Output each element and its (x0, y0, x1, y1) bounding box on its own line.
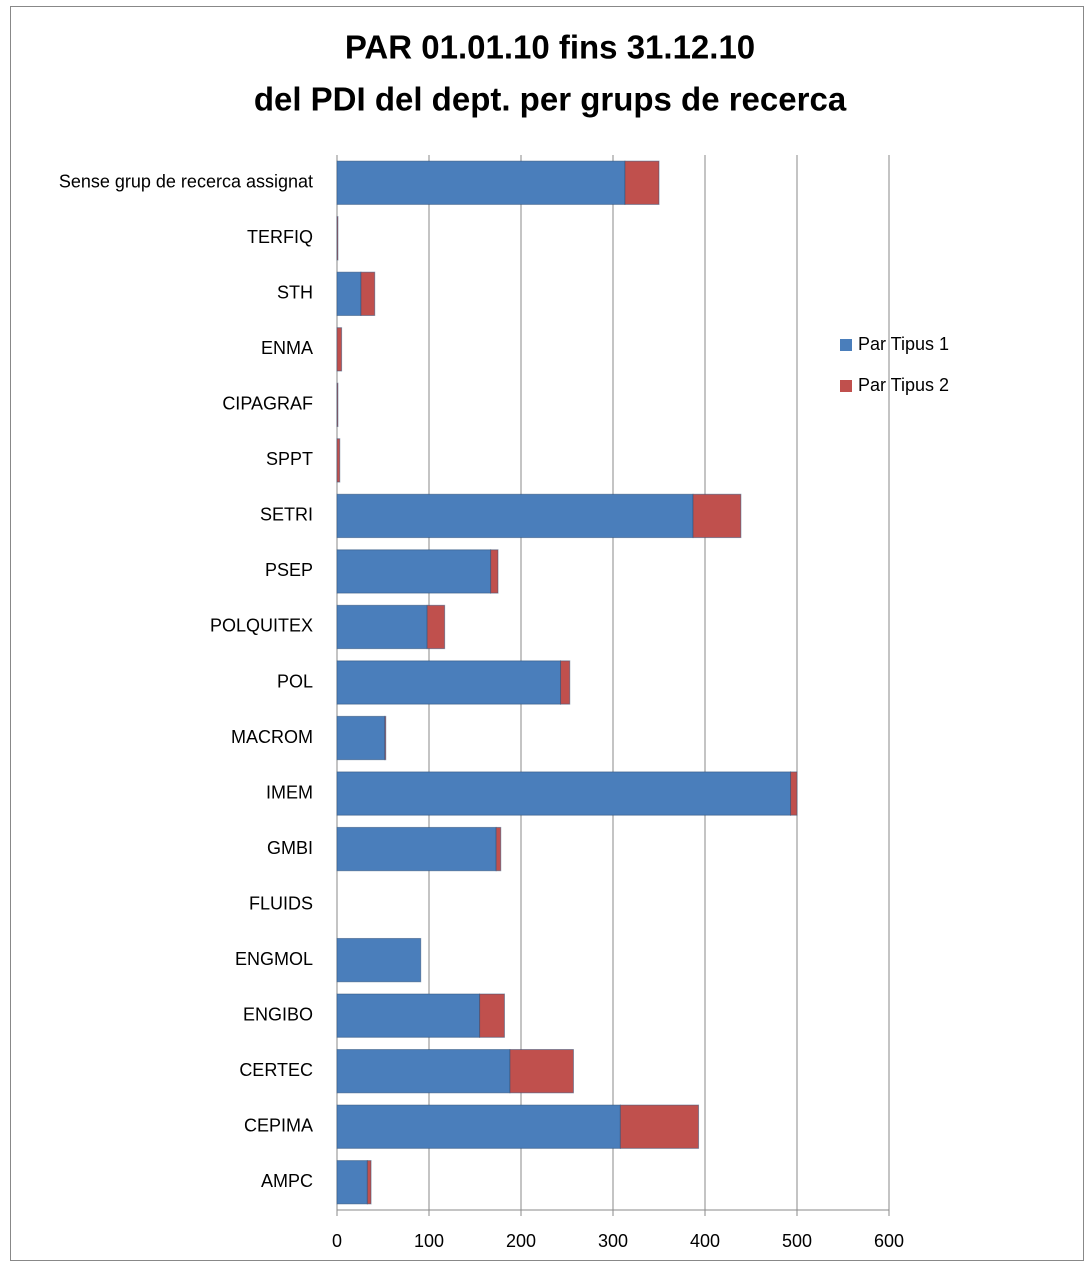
y-tick-label: AMPC (261, 1171, 313, 1191)
y-tick-label: CERTEC (239, 1060, 313, 1080)
y-tick-label: CIPAGRAF (222, 394, 313, 414)
y-tick-label: ENMA (261, 338, 313, 358)
y-tick-label: GMBI (267, 838, 313, 858)
bar (336, 771, 792, 816)
y-tick-label: PSEP (265, 560, 313, 580)
bar (336, 1160, 368, 1205)
y-tick-label: FLUIDS (249, 893, 313, 913)
legend-label: Par Tipus 1 (858, 334, 949, 354)
x-tick-label: 200 (506, 1231, 536, 1251)
y-tick-label: TERFIQ (247, 227, 313, 247)
legend-label: Par Tipus 2 (858, 375, 949, 395)
bar (509, 1049, 574, 1094)
x-tick-label: 0 (332, 1231, 342, 1251)
x-tick-label: 500 (782, 1231, 812, 1251)
bar (336, 549, 492, 594)
bar (336, 993, 481, 1038)
bar (490, 549, 499, 594)
bar (336, 493, 694, 539)
bar (336, 271, 362, 316)
bar (336, 715, 386, 761)
y-tick-label: ENGIBO (243, 1004, 313, 1024)
chart-title: PAR 01.01.10 fins 31.12.10 (345, 29, 755, 66)
bar (360, 271, 376, 316)
y-tick-label: STH (277, 283, 313, 303)
bar (366, 1160, 372, 1205)
bar (619, 1104, 700, 1149)
bar (336, 660, 562, 705)
x-tick-label: 300 (598, 1231, 628, 1251)
bar (336, 160, 626, 205)
y-tick-label: MACROM (231, 727, 313, 747)
bar (336, 937, 422, 983)
bar (336, 604, 428, 650)
bar (384, 715, 387, 761)
legend-swatch (840, 380, 852, 392)
bar (479, 993, 505, 1038)
bar (336, 438, 341, 483)
bar (336, 826, 497, 872)
chart-title: del PDI del dept. per grups de recerca (254, 81, 847, 118)
x-tick-label: 600 (874, 1231, 904, 1251)
bar (336, 327, 343, 372)
bar (336, 216, 339, 261)
y-tick-label: IMEM (266, 782, 313, 802)
y-tick-label: SPPT (266, 449, 313, 469)
x-tick-label: 400 (690, 1231, 720, 1251)
y-tick-label: POL (277, 671, 313, 691)
bar (624, 160, 660, 205)
y-tick-label: SETRI (260, 505, 313, 525)
bar (790, 771, 798, 816)
y-tick-label: CEPIMA (244, 1115, 313, 1135)
x-tick-label: 100 (414, 1231, 444, 1251)
y-tick-label: ENGMOL (235, 949, 313, 969)
legend-swatch (840, 339, 852, 351)
bar (336, 1104, 621, 1149)
bar (560, 660, 571, 705)
bar (692, 493, 742, 539)
bar (336, 1049, 511, 1094)
bar (495, 826, 502, 872)
y-tick-label: POLQUITEX (210, 616, 313, 636)
y-tick-label: Sense grup de recerca assignat (59, 172, 313, 192)
bar (336, 382, 339, 428)
bar (426, 604, 446, 650)
